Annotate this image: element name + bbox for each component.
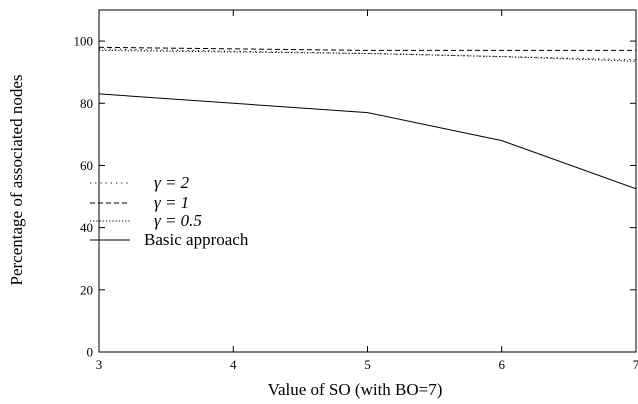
- y-axis-ticks: 0 20 40 60 80 100: [74, 34, 636, 360]
- x-axis-ticks: 3 4 5 6 7: [96, 10, 638, 372]
- legend-label-0: γ = 2: [154, 173, 190, 192]
- x-tick-label: 7: [633, 357, 638, 372]
- y-tick-label: 100: [74, 34, 94, 49]
- x-tick-label: 6: [499, 357, 506, 372]
- y-axis-title: Percentage of associated nodes: [7, 75, 26, 286]
- series-lines: [98, 46, 637, 190]
- y-tick-label: 0: [87, 345, 94, 360]
- y-tick-label: 40: [80, 220, 93, 235]
- legend-label-1: γ = 1: [154, 193, 189, 212]
- y-tick-label: 60: [80, 158, 93, 173]
- legend-label-3: Basic approach: [144, 230, 249, 249]
- series-line-2: [98, 49, 637, 62]
- x-tick-label: 3: [96, 357, 103, 372]
- series-line-3: [98, 93, 637, 190]
- x-tick-label: 4: [230, 357, 237, 372]
- x-axis-title: Value of SO (with BO=7): [268, 380, 443, 399]
- series-line-1: [98, 46, 636, 51]
- y-tick-label: 80: [80, 96, 93, 111]
- x-tick-label: 5: [364, 357, 371, 372]
- legend-label-2: γ = 0.5: [154, 211, 202, 230]
- y-tick-label: 20: [80, 282, 93, 297]
